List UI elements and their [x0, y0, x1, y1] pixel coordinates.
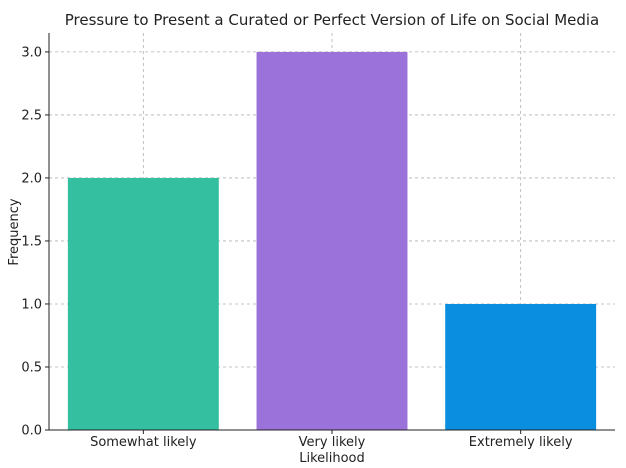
x-tick-label: Somewhat likely [90, 435, 197, 450]
x-tick-label: Extremely likely [469, 435, 573, 450]
x-ticks: Somewhat likely Very likely Extremely like… [90, 430, 573, 450]
chart-title: Pressure to Present a Curated or Perfect… [65, 11, 600, 29]
bars [67, 51, 597, 431]
y-tick-label: 3.0 [21, 45, 42, 60]
y-tick-label: 0.5 [21, 360, 42, 375]
y-ticks: 0.0 0.5 1.0 1.5 2.0 2.5 3.0 [21, 45, 49, 439]
y-axis-label: Frequency [7, 198, 22, 265]
x-axis-label: Likelihood [299, 451, 365, 466]
x-tick-label: Very likely [299, 435, 366, 450]
y-tick-label: 2.5 [21, 108, 42, 123]
y-tick-label: 2.0 [21, 171, 42, 186]
bar-somewhat-likely [67, 177, 219, 430]
y-tick-label: 0.0 [21, 424, 42, 439]
y-tick-label: 1.5 [21, 234, 42, 249]
bar-extremely-likely [445, 303, 597, 430]
y-tick-label: 1.0 [21, 297, 42, 312]
bar-very-likely [256, 51, 408, 431]
